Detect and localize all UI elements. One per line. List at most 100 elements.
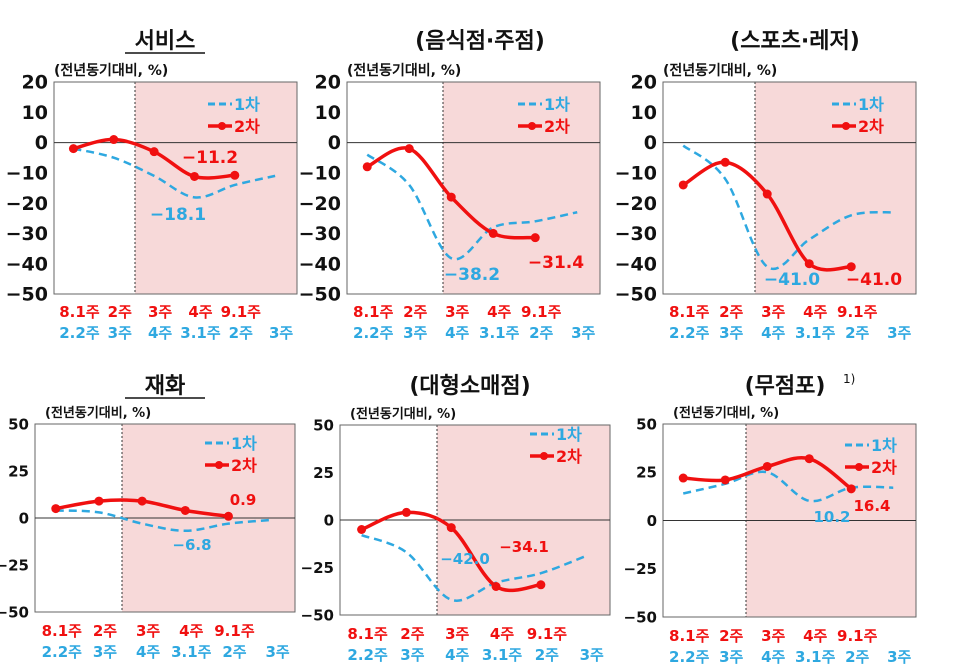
x-tick-label-2nd: 3주 — [136, 622, 160, 640]
x-tick-label-1st: 4주 — [761, 324, 785, 342]
data-point — [149, 147, 159, 157]
series-line-1차 — [73, 147, 276, 199]
y-unit-label: (전년동기대비, %) — [663, 62, 777, 79]
data-point — [530, 233, 540, 243]
y-tick-label: −50 — [0, 603, 29, 621]
y-tick-label: −30 — [299, 223, 341, 245]
y-tick-label: −50 — [6, 284, 48, 306]
y-tick-label: 10 — [315, 102, 341, 124]
x-tick-label-1st: 3주 — [108, 324, 132, 342]
x-tick-label-1st: 2.2주 — [353, 324, 394, 342]
y-unit-label: (전년동기대비, %) — [350, 406, 456, 422]
x-tick-label-2nd: 4주 — [803, 303, 827, 321]
y-tick-label: −40 — [6, 253, 48, 275]
x-tick-label-2nd: 2주 — [108, 303, 132, 321]
plot-frame — [53, 81, 298, 295]
legend-label: 2차 — [871, 458, 897, 477]
x-tick-label-1st: 3주 — [571, 324, 595, 342]
legend-label: 1차 — [858, 95, 884, 114]
y-unit-label: (전년동기대비, %) — [54, 62, 168, 79]
y-tick-label: −30 — [615, 223, 657, 245]
y-tick-label: 0 — [19, 509, 29, 527]
chart-panel-1: 서비스 (전년동기대비, %) 20 10 0 −10 −20 −30 −40 −50 8.1주 2주… — [6, 29, 298, 342]
x-tick-label-1st: 3주 — [93, 643, 117, 661]
data-point — [762, 189, 772, 199]
x-tick-label-1st: 4주 — [148, 324, 172, 342]
data-point — [189, 171, 199, 181]
y-tick-label: 25 — [8, 462, 29, 480]
x-tick-label-1st: 2주 — [529, 324, 553, 342]
legend-marker — [528, 122, 536, 130]
series-line-1차 — [361, 534, 587, 602]
y-tick-label: 0 — [647, 512, 657, 530]
data-point — [846, 262, 856, 272]
series-line-1차 — [55, 509, 272, 533]
data-point — [137, 496, 147, 506]
x-tick-label-1st: 3주 — [269, 324, 293, 342]
data-point — [223, 511, 233, 521]
data-point — [804, 259, 814, 269]
x-tick-label-2nd: 9.1주 — [837, 303, 878, 321]
data-point — [404, 144, 414, 154]
x-tick-label-2nd: 9.1주 — [837, 627, 878, 645]
x-tick-label-1st: 4주 — [136, 643, 160, 661]
y-unit-label: (전년동기대비, %) — [45, 405, 151, 421]
chart-panel-4: 재화 (전년동기대비, %) 50 25 0 −25 −50 8.1주 2주 3주 4주 9.1주 2.… — [0, 374, 296, 661]
y-tick-label: −10 — [299, 163, 341, 185]
y-tick-label: 10 — [631, 102, 657, 124]
legend-label: 1차 — [544, 95, 570, 114]
y-tick-label: 25 — [313, 464, 334, 482]
y-tick-label: 50 — [636, 415, 657, 433]
x-tick-label-1st: 2주 — [845, 648, 869, 666]
chart-panel-3: (스포츠·레저) (전년동기대비, %) 20 10 0 −10 −20 −30 −40 −50 8… — [615, 29, 917, 342]
x-tick-label-2nd: 2주 — [719, 627, 743, 645]
x-tick-label-2nd: 9.1주 — [221, 303, 262, 321]
y-tick-label: 50 — [313, 416, 334, 434]
x-tick-label-1st: 2.2주 — [669, 324, 710, 342]
x-tick-label-2nd: 2주 — [719, 303, 743, 321]
x-tick-label-1st: 2주 — [229, 324, 253, 342]
legend-label: 1차 — [556, 425, 582, 444]
data-label: −34.1 — [499, 538, 549, 556]
x-tick-label-2nd: 4주 — [188, 303, 212, 321]
data-point — [678, 180, 688, 190]
legend-marker — [218, 122, 226, 130]
y-tick-label: 0 — [35, 132, 48, 154]
series-line-1차 — [366, 153, 578, 261]
x-tick-label-1st: 2.2주 — [42, 643, 83, 661]
data-label: 0.9 — [230, 491, 257, 509]
shaded-period — [755, 82, 916, 294]
y-unit-label: (전년동기대비, %) — [673, 405, 779, 421]
x-tick-label-1st: 3.1주 — [795, 324, 836, 342]
y-tick-label: 20 — [22, 72, 48, 94]
x-tick-label-1st: 3.1주 — [171, 643, 212, 661]
y-tick-label: −25 — [0, 556, 29, 574]
x-tick-label-2nd: 8.1주 — [353, 303, 394, 321]
y-tick-label: −50 — [299, 284, 341, 306]
x-tick-label-1st: 3.1주 — [180, 324, 221, 342]
x-tick-label-2nd: 4주 — [490, 625, 514, 643]
x-tick-label-2nd: 4주 — [487, 303, 511, 321]
chart-panel-5: (대형소매점) (전년동기대비, %) 50 25 0 −25 −50 8.1주 2주 3주 4주 9… — [301, 374, 611, 664]
chart-title: 서비스 — [135, 29, 196, 54]
x-tick-label-2nd: 2주 — [403, 303, 427, 321]
plot-frame — [662, 81, 917, 295]
data-label: −42.0 — [440, 550, 490, 568]
data-label: 10.2 — [813, 508, 850, 526]
data-label: −41.0 — [846, 270, 902, 290]
x-tick-label-1st: 2주 — [535, 646, 559, 664]
y-tick-label: −20 — [615, 193, 657, 215]
x-tick-label-2nd: 3주 — [445, 625, 469, 643]
chart-panel-2: (음식점·주점) (전년동기대비, %) 20 10 0 −10 −20 −30 −40 −50 8… — [299, 29, 601, 342]
y-tick-label: 50 — [8, 415, 29, 433]
y-tick-label: 0 — [324, 511, 334, 529]
data-point — [536, 580, 546, 590]
x-tick-label-1st: 2.2주 — [347, 646, 388, 664]
y-tick-label: 20 — [631, 72, 657, 94]
data-label: −38.2 — [444, 265, 500, 285]
y-tick-label: 25 — [636, 464, 657, 482]
chart-title: (대형소매점) — [409, 374, 530, 399]
x-tick-label-2nd: 9.1주 — [527, 625, 568, 643]
x-tick-label-1st: 3주 — [580, 646, 604, 664]
